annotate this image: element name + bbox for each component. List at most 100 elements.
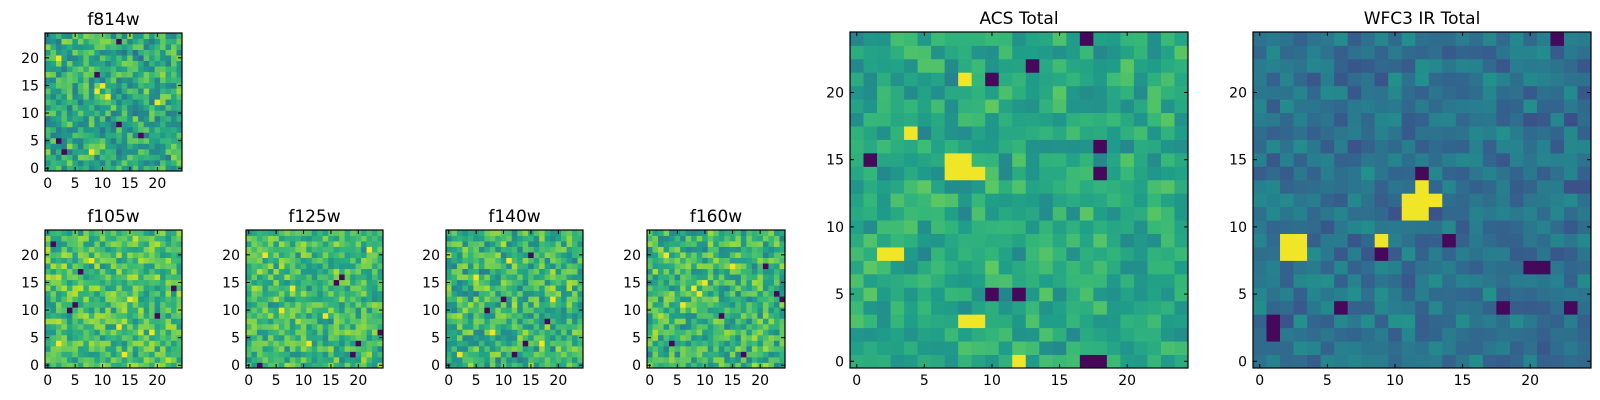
heatmap-cell: [931, 193, 946, 208]
heatmap-cell: [1361, 32, 1376, 46]
heatmap-cell: [456, 279, 463, 286]
heatmap-cell: [284, 345, 291, 352]
heatmap-cell: [132, 340, 139, 347]
heatmap-cell: [539, 263, 546, 270]
heatmap-cell: [1482, 220, 1497, 234]
heatmap-cell: [66, 44, 73, 50]
heatmap-cell: [1120, 72, 1135, 87]
heatmap-cell: [446, 285, 452, 292]
heatmap-cell: [506, 356, 513, 363]
heatmap-cell: [1307, 206, 1321, 221]
heatmap-cell: [132, 268, 139, 275]
heatmap-cell: [66, 38, 73, 45]
heatmap-cell: [1066, 273, 1081, 288]
heatmap-cell: [539, 340, 546, 347]
heatmap-cell: [779, 296, 786, 303]
heatmap-cell: [333, 345, 340, 352]
heatmap-cell: [904, 220, 918, 234]
heatmap-cell: [451, 340, 458, 347]
heatmap-cell: [1496, 58, 1511, 73]
heatmap-cell: [456, 318, 463, 325]
heatmap-cell: [61, 143, 68, 150]
heatmap-cell: [533, 230, 540, 236]
heatmap-cell: [1496, 152, 1511, 167]
heatmap-cell: [1523, 300, 1538, 315]
heatmap-cell: [473, 345, 480, 352]
y-tick-label: 5: [231, 331, 240, 347]
heatmap-cell: [165, 318, 172, 325]
heatmap-cell: [160, 99, 166, 106]
heatmap-cell: [1401, 85, 1416, 100]
heatmap-cell: [317, 230, 324, 236]
heatmap-cell: [467, 290, 474, 297]
heatmap-cell: [1550, 247, 1565, 261]
heatmap-cell: [77, 290, 84, 297]
heatmap-cell: [251, 296, 258, 303]
heatmap-cell: [138, 296, 145, 303]
heatmap-cell: [77, 356, 84, 363]
heatmap-cell: [344, 301, 351, 308]
heatmap-cell: [366, 246, 373, 253]
heatmap-cell: [88, 165, 95, 172]
heatmap-cell: [333, 362, 340, 369]
heatmap-cell: [517, 329, 524, 336]
heatmap-cell: [149, 55, 155, 61]
heatmap-cell: [647, 301, 653, 308]
heatmap-cell: [1174, 260, 1189, 275]
heatmap-cell: [246, 241, 252, 247]
heatmap-cell: [757, 274, 764, 281]
heatmap-cell: [99, 263, 106, 270]
heatmap-cell: [561, 285, 567, 292]
heatmap-cell: [1361, 179, 1376, 194]
heatmap-cell: [1455, 233, 1470, 248]
heatmap-cell: [66, 33, 73, 39]
heatmap-cell: [176, 323, 183, 330]
heatmap-cell: [284, 323, 291, 330]
heatmap-cell: [1052, 99, 1067, 114]
heatmap-cell: [685, 334, 692, 341]
heatmap-cell: [890, 247, 905, 261]
heatmap-cell: [72, 137, 79, 144]
heatmap-cell: [311, 290, 318, 297]
heatmap-cell: [1442, 327, 1457, 342]
heatmap-cell: [83, 44, 90, 50]
heatmap-cell: [83, 362, 90, 369]
heatmap-cell: [372, 246, 378, 253]
heatmap-cell: [971, 152, 986, 167]
heatmap-cell: [1577, 233, 1592, 248]
heatmap-cell: [550, 362, 556, 369]
heatmap-cell: [971, 45, 986, 60]
heatmap-cell: [1253, 85, 1267, 100]
heatmap-cell: [246, 285, 252, 292]
heatmap-cell: [350, 230, 356, 236]
heatmap-cell: [1174, 273, 1189, 288]
heatmap-cell: [1509, 193, 1524, 208]
heatmap-cell: [1280, 126, 1294, 140]
heatmap-cell: [110, 235, 117, 242]
heatmap-cell: [1428, 152, 1443, 167]
heatmap-cell: [278, 263, 285, 270]
heatmap-cell: [317, 268, 324, 275]
heatmap-cell: [451, 301, 458, 308]
heatmap-cell: [110, 159, 117, 166]
heatmap-cell: [88, 82, 95, 89]
heatmap-cell: [66, 99, 73, 106]
heatmap-cell: [149, 44, 155, 50]
heatmap-cell: [372, 362, 378, 369]
heatmap-cell: [890, 233, 905, 248]
heatmap-cell: [366, 356, 373, 363]
heatmap-cell: [88, 110, 95, 117]
heatmap-cell: [110, 252, 117, 258]
heatmap-cell: [149, 230, 155, 236]
heatmap-cell: [110, 257, 117, 264]
heatmap-cell: [83, 345, 90, 352]
heatmap-cell: [718, 356, 725, 363]
heatmap-cell: [1120, 206, 1135, 221]
heatmap-cell: [88, 241, 95, 247]
heatmap-cell: [467, 296, 474, 303]
heatmap-cell: [1496, 32, 1511, 46]
heatmap-cell: [160, 318, 166, 325]
heatmap-cell: [372, 290, 378, 297]
heatmap-cell: [50, 340, 57, 347]
x-tick-label: 20: [148, 373, 166, 389]
